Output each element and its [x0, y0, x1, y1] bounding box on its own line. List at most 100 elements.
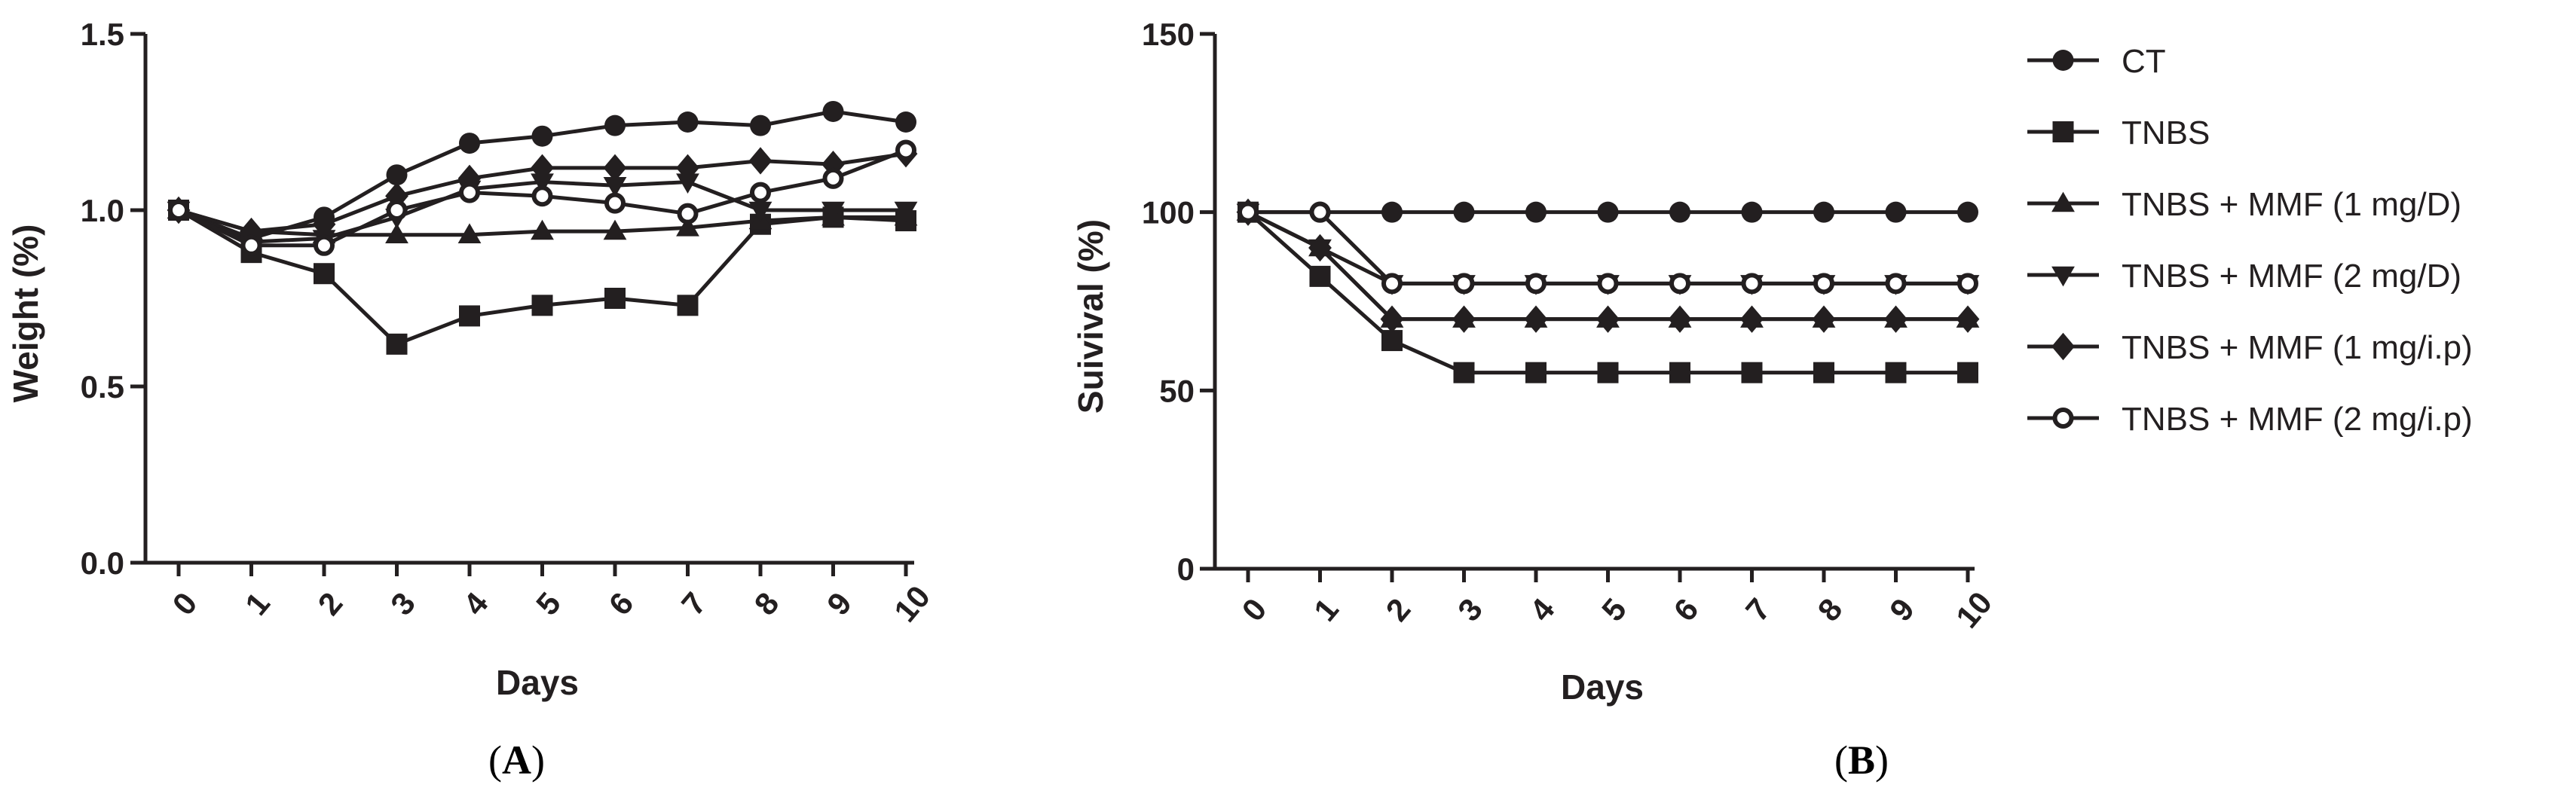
data-point [603, 154, 627, 182]
data-point [1381, 330, 1403, 352]
data-point [385, 223, 408, 243]
data-point [894, 201, 918, 222]
x-tick-label: 1 [238, 585, 277, 621]
data-point [1741, 362, 1763, 383]
legend-marker [2052, 50, 2074, 71]
x-tick-label: 0 [166, 585, 204, 621]
legend-marker [2052, 408, 2074, 429]
x-tick-label: 3 [1451, 591, 1489, 627]
data-point [676, 216, 699, 237]
legend-marker [2051, 332, 2075, 361]
data-point [1740, 305, 1764, 333]
data-point [531, 185, 553, 207]
data-point [1741, 273, 1763, 295]
data-point [1885, 362, 1907, 383]
data-point [1597, 201, 1619, 223]
legend-label: TNBS + MMF (1 mg/D) [2122, 186, 2461, 223]
data-point [1884, 305, 1908, 333]
legend-entry: TNBS + MMF (1 mg/D) [2027, 186, 2461, 223]
data-point [457, 223, 482, 243]
data-point [677, 203, 699, 224]
x-tick-label: 3 [384, 585, 422, 621]
legend-label: TNBS + MMF (2 mg/i.p) [2122, 401, 2473, 438]
data-point [1741, 201, 1763, 223]
data-point [1309, 265, 1331, 287]
panel-label: (B) [1834, 737, 1889, 783]
y-tick-label: 0 [1177, 551, 1195, 587]
y-tick-label: 1.5 [81, 17, 124, 52]
data-point [1812, 305, 1836, 333]
x-tick-label: 8 [1811, 591, 1849, 627]
x-tick-label: 4 [1523, 591, 1562, 628]
data-point [531, 154, 554, 182]
x-tick-label: 6 [1667, 591, 1706, 627]
data-point [531, 295, 553, 316]
data-point [386, 164, 408, 186]
data-point [750, 182, 771, 203]
x-tick-label: 9 [820, 585, 858, 621]
x-tick-label: 8 [748, 585, 786, 621]
data-point [314, 234, 335, 256]
data-point [895, 111, 916, 133]
data-point [531, 219, 554, 240]
data-point [1524, 305, 1548, 333]
panel-label: (A) [488, 737, 545, 783]
legend-entry: TNBS + MMF (2 mg/i.p) [2027, 401, 2473, 438]
legend: CT TNBS TNBS + MMF (1 mg/D) TNBS + MMF (2 m… [2027, 43, 2473, 438]
data-point [1957, 273, 1978, 295]
legend-marker [2051, 191, 2075, 212]
legend-entry: TNBS + MMF (1 mg/i.p) [2027, 329, 2473, 366]
data-point [1525, 362, 1547, 383]
data-point [1597, 273, 1619, 295]
legend-entry: TNBS + MMF (2 mg/D) [2027, 258, 2461, 295]
data-point [750, 115, 771, 136]
data-point [314, 263, 335, 285]
data-point [1813, 362, 1834, 383]
x-tick-label: 5 [1595, 591, 1633, 627]
x-tick-label: 2 [1379, 591, 1418, 627]
data-point [1956, 305, 1980, 333]
data-point [1381, 273, 1403, 295]
panel-label-letter: B [1848, 737, 1875, 783]
y-tick-label: 0.5 [81, 369, 124, 405]
x-axis-title: Days [496, 663, 579, 702]
data-point [1596, 305, 1620, 333]
x-axis-title: Days [1561, 667, 1644, 707]
data-point [1813, 201, 1834, 223]
y-axis-title: Suivival (%) [1071, 219, 1110, 414]
data-point [1380, 305, 1404, 333]
x-tick-label: 2 [311, 585, 350, 621]
y-axis-title: Weight (%) [6, 224, 45, 403]
data-point [312, 210, 336, 238]
panel-label-letter: A [502, 737, 531, 783]
data-point [459, 305, 480, 327]
data-point [1669, 201, 1690, 223]
x-tick-label: 9 [1883, 591, 1921, 627]
data-point [1885, 201, 1907, 223]
y-tick-label: 150 [1142, 17, 1195, 52]
legend-label: CT [2122, 43, 2166, 80]
data-point [677, 111, 699, 133]
data-point [1238, 201, 1259, 223]
data-point [1308, 234, 1332, 262]
panel-label-close-paren: ) [531, 737, 545, 783]
data-point [1453, 362, 1475, 383]
data-point [603, 219, 627, 240]
legend-label: TNBS [2122, 115, 2210, 151]
data-point [748, 201, 772, 222]
data-point [676, 154, 699, 182]
data-point [1453, 201, 1475, 223]
data-point [240, 217, 263, 246]
x-tick-label: 4 [457, 585, 495, 622]
data-point [1452, 305, 1476, 333]
data-point [895, 139, 916, 161]
data-point [821, 201, 845, 222]
legend-marker [2051, 266, 2075, 287]
data-point [240, 234, 262, 256]
y-tick-label: 0.0 [81, 545, 124, 581]
data-point [604, 192, 626, 214]
data-point [1381, 201, 1403, 223]
panel-label-open-paren: ( [1834, 737, 1848, 783]
